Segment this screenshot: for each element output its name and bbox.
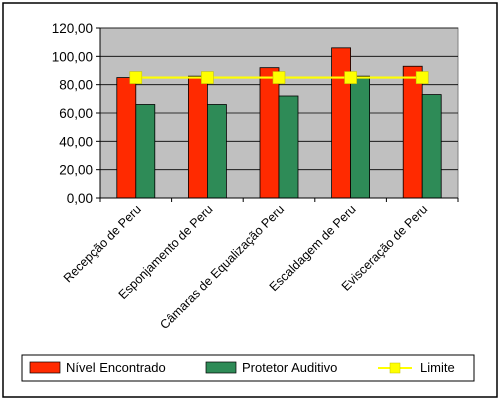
legend: Nível Encontrado Protetor Auditivo Limit… [21,354,475,382]
y-tick-label: 60,00 [59,106,93,121]
legend-swatch-nivel [29,361,61,374]
legend-swatch-limite-marker [389,362,401,374]
legend-swatch-protetor [205,361,237,374]
legend-label-limite: Limite [420,360,455,375]
bar-protetor [278,95,299,199]
y-tick-label: 120,00 [52,21,93,36]
y-tick-label: 80,00 [59,78,93,93]
y-tick-label: 40,00 [59,134,93,149]
bar-nivel [187,75,208,199]
bar-nivel [116,77,137,199]
legend-label-nivel: Nível Encontrado [66,360,166,375]
bars [116,47,442,199]
limit-line [129,71,429,84]
bar-nivel [331,47,352,199]
limite-point [272,71,286,84]
limite-point [415,71,429,84]
y-tick-label: 0,00 [67,191,93,206]
limite-point [201,71,214,84]
limite-point [344,71,357,84]
bar-protetor [350,75,371,199]
bar-nivel [402,65,423,199]
bar-protetor [135,104,156,199]
bar-protetor [206,104,227,199]
legend-label-protetor: Protetor Auditivo [242,360,337,375]
y-axis: 0,00 20,00 40,00 60,00 80,00 100,00 120,00 [52,21,101,206]
bar-nivel [259,67,280,199]
y-tick-label: 20,00 [59,163,93,178]
bar-protetor [421,94,442,199]
limite-point [129,71,143,84]
y-tick-label: 100,00 [52,49,93,64]
